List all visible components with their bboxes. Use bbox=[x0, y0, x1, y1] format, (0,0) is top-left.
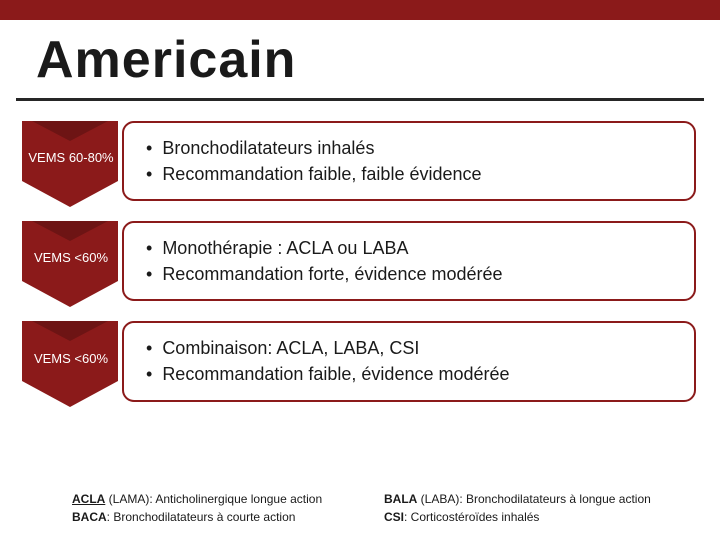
bullet-item: Monothérapie : ACLA ou LABA bbox=[146, 235, 676, 261]
footnote-line: CSI: Corticostéroïdes inhalés bbox=[384, 508, 696, 526]
chevron-label: VEMS <60% bbox=[28, 250, 114, 266]
title-underline bbox=[16, 98, 704, 101]
bullet-item: Bronchodilatateurs inhalés bbox=[146, 135, 676, 161]
row: VEMS <60% Monothérapie : ACLA ou LABA Re… bbox=[16, 221, 696, 301]
footnote-paren: (LABA) bbox=[417, 492, 459, 506]
row: VEMS <60% Combinaison: ACLA, LABA, CSI R… bbox=[16, 321, 696, 401]
chevron-badge: VEMS <60% bbox=[16, 321, 126, 401]
bullet-text: Bronchodilatateurs inhalés bbox=[162, 135, 374, 161]
footnote-def: : Bronchodilatateurs à courte action bbox=[107, 510, 296, 524]
content-bubble: Monothérapie : ACLA ou LABA Recommandati… bbox=[122, 221, 696, 301]
footnote-line: ACLA (LAMA): Anticholinergique longue ac… bbox=[72, 490, 384, 508]
footnote-abbr: BACA bbox=[72, 510, 107, 524]
chevron-badge: VEMS <60% bbox=[16, 221, 126, 301]
footnote-col-right: BALA (LABA): Bronchodilatateurs à longue… bbox=[384, 490, 696, 526]
bullet-item: Combinaison: ACLA, LABA, CSI bbox=[146, 335, 676, 361]
footnote-abbr: CSI bbox=[384, 510, 404, 524]
chevron-label: VEMS <60% bbox=[28, 351, 114, 367]
rows-container: VEMS 60-80% Bronchodilatateurs inhalés R… bbox=[0, 121, 720, 402]
bullet-text: Recommandation forte, évidence modérée bbox=[162, 261, 502, 287]
footnote-abbr: BALA bbox=[384, 492, 417, 506]
bullet-text: Recommandation faible, faible évidence bbox=[162, 161, 481, 187]
footnote-def: : Bronchodilatateurs à longue action bbox=[459, 492, 650, 506]
bullet-item: Recommandation forte, évidence modérée bbox=[146, 261, 676, 287]
bullet-text: Monothérapie : ACLA ou LABA bbox=[162, 235, 408, 261]
bullet-text: Recommandation faible, évidence modérée bbox=[162, 361, 509, 387]
chevron-label: VEMS 60-80% bbox=[22, 150, 119, 166]
footnote-line: BACA: Bronchodilatateurs à courte action bbox=[72, 508, 384, 526]
bullet-text: Combinaison: ACLA, LABA, CSI bbox=[162, 335, 419, 361]
footnote-paren: (LAMA) bbox=[105, 492, 149, 506]
chevron-badge: VEMS 60-80% bbox=[16, 121, 126, 201]
footnote-def: : Anticholinergique longue action bbox=[149, 492, 322, 506]
content-bubble: Combinaison: ACLA, LABA, CSI Recommandat… bbox=[122, 321, 696, 401]
bullet-item: Recommandation faible, faible évidence bbox=[146, 161, 676, 187]
accent-top-bar bbox=[0, 0, 720, 20]
content-bubble: Bronchodilatateurs inhalés Recommandatio… bbox=[122, 121, 696, 201]
footnotes: ACLA (LAMA): Anticholinergique longue ac… bbox=[72, 490, 696, 526]
page-title: Americain bbox=[0, 20, 720, 98]
bullet-item: Recommandation faible, évidence modérée bbox=[146, 361, 676, 387]
footnote-line: BALA (LABA): Bronchodilatateurs à longue… bbox=[384, 490, 696, 508]
row: VEMS 60-80% Bronchodilatateurs inhalés R… bbox=[16, 121, 696, 201]
footnote-abbr: ACLA bbox=[72, 492, 105, 506]
footnote-col-left: ACLA (LAMA): Anticholinergique longue ac… bbox=[72, 490, 384, 526]
footnote-def: : Corticostéroïdes inhalés bbox=[404, 510, 539, 524]
